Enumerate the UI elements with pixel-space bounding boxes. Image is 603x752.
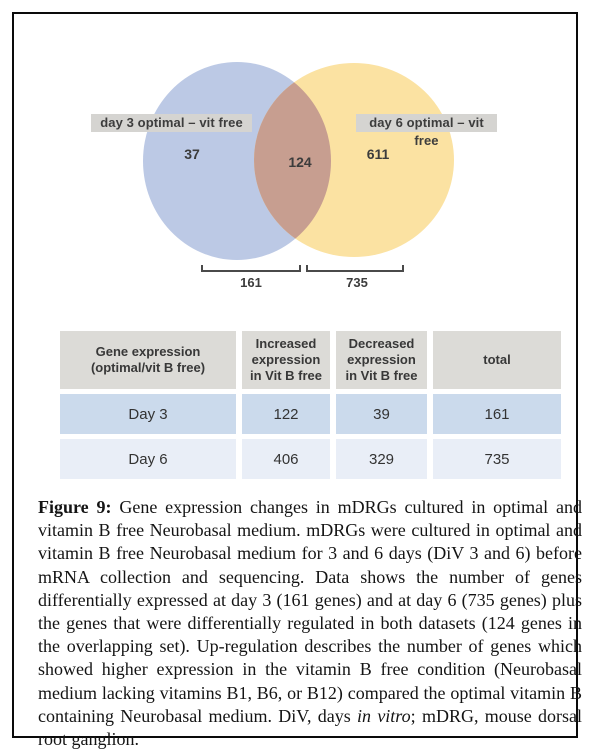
venn-count-overlap: 124 <box>288 154 312 170</box>
cell-day3-decreased: 39 <box>336 394 427 434</box>
venn-count-day6-only: 611 <box>366 146 390 162</box>
cell-day3-label: Day 3 <box>60 394 236 434</box>
cell-day3-total: 161 <box>433 394 561 434</box>
venn-label-day6: day 6 optimal – vit free <box>356 114 497 148</box>
table-header-increased: Increased expression in Vit B free <box>242 331 330 389</box>
bracket-day3 <box>201 265 301 272</box>
cell-day6-increased: 406 <box>242 439 330 479</box>
venn-total-day6: 735 <box>346 275 368 290</box>
caption-italic-text: in vitro <box>357 705 411 726</box>
venn-total-day3: 161 <box>240 275 262 290</box>
gene-expression-table: Gene expression (optimal/vit B free) Inc… <box>60 331 561 479</box>
figure-frame: day 3 optimal – vit free day 6 optimal –… <box>12 12 582 749</box>
caption-text-end: ; mDRG, mouse dorsal root ganglion. <box>38 705 582 750</box>
cell-day6-label: Day 6 <box>60 439 236 479</box>
figure-caption: Figure 9: Gene expression changes in mDR… <box>38 496 582 751</box>
venn-count-day3-only: 37 <box>184 146 200 162</box>
venn-overlap-region <box>254 63 331 257</box>
cell-day6-decreased: 329 <box>336 439 427 479</box>
table-header-gene-expression: Gene expression (optimal/vit B free) <box>60 331 236 389</box>
caption-text: Gene expression changes in mDRGs culture… <box>38 497 582 726</box>
venn-diagram <box>143 62 454 260</box>
table-header-decreased: Decreased expression in Vit B free <box>336 331 427 389</box>
bracket-day6 <box>306 265 404 272</box>
table-header-total: total <box>433 331 561 389</box>
cell-day3-increased: 122 <box>242 394 330 434</box>
cell-day6-total: 735 <box>433 439 561 479</box>
venn-label-day3: day 3 optimal – vit free <box>91 114 252 132</box>
figure-number-label: Figure 9: <box>38 497 112 517</box>
